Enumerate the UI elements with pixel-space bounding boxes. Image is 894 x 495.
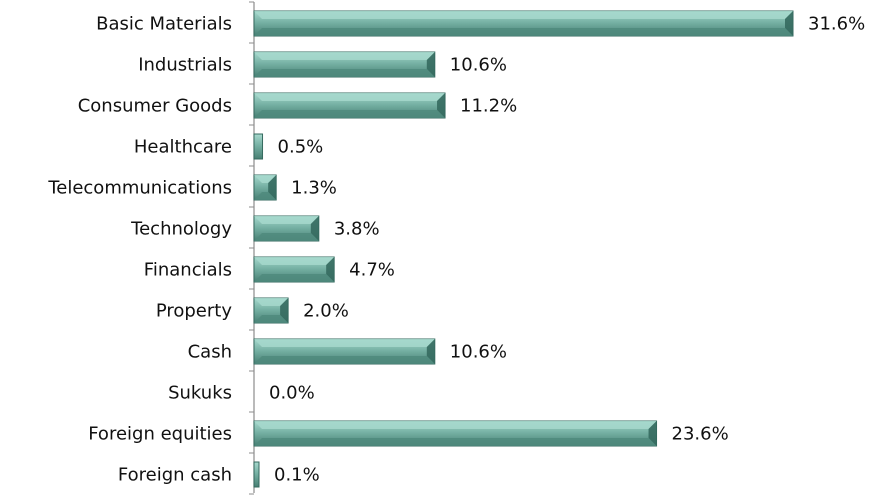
labels-layer: Basic Materials 31.6% Industrials 10.6% Cons… [47, 14, 865, 486]
category-label-telecommunications: Telecommunications [47, 178, 232, 199]
category-label-cash: Cash [188, 342, 232, 363]
category-label-financials: Financials [144, 260, 232, 281]
bar-foreign-equities [254, 421, 657, 446]
value-label-consumer-goods: 11.2% [460, 96, 517, 117]
bar-top-bevel-financials [254, 257, 334, 265]
bar-bottom-bevel-foreign-equities [254, 438, 657, 446]
value-label-foreign-equities: 23.6% [672, 424, 729, 445]
bar-body-foreign-cash [254, 462, 259, 487]
value-label-healthcare: 0.5% [278, 137, 324, 158]
category-label-sukuks: Sukuks [168, 383, 232, 404]
bar-top-bevel-basic-materials [254, 11, 793, 19]
value-label-sukuks: 0.0% [269, 383, 315, 404]
category-label-foreign-cash: Foreign cash [118, 465, 232, 486]
bar-top-bevel-consumer-goods [254, 93, 445, 101]
bar-bottom-bevel-industrials [254, 69, 435, 77]
bar-healthcare [254, 134, 263, 159]
bar-bottom-bevel-technology [254, 233, 319, 241]
bar-top-bevel-industrials [254, 52, 435, 60]
value-label-basic-materials: 31.6% [808, 14, 865, 35]
value-label-property: 2.0% [303, 301, 349, 322]
bar-foreign-cash [254, 462, 259, 487]
value-label-industrials: 10.6% [450, 55, 507, 76]
value-label-telecommunications: 1.3% [291, 178, 337, 199]
bar-bottom-bevel-cash [254, 356, 435, 364]
category-label-basic-materials: Basic Materials [96, 14, 232, 35]
bar-technology [254, 216, 319, 241]
category-label-foreign-equities: Foreign equities [88, 424, 232, 445]
bar-consumer-goods [254, 93, 445, 118]
bar-telecommunications [254, 175, 276, 200]
value-label-cash: 10.6% [450, 342, 507, 363]
category-label-industrials: Industrials [138, 55, 232, 76]
value-label-technology: 3.8% [334, 219, 380, 240]
value-label-foreign-cash: 0.1% [274, 465, 320, 486]
bar-body-healthcare [254, 134, 263, 159]
bar-bottom-bevel-consumer-goods [254, 110, 445, 118]
bar-basic-materials [254, 11, 793, 36]
bars-layer [249, 2, 793, 494]
category-label-healthcare: Healthcare [134, 137, 232, 158]
bar-top-bevel-cash [254, 339, 435, 347]
category-label-technology: Technology [130, 219, 232, 240]
bar-property [254, 298, 288, 323]
bar-financials [254, 257, 334, 282]
bar-industrials [254, 52, 435, 77]
category-label-consumer-goods: Consumer Goods [78, 96, 232, 117]
bar-cash [254, 339, 435, 364]
category-label-property: Property [156, 301, 233, 322]
value-label-financials: 4.7% [349, 260, 395, 281]
bar-top-bevel-technology [254, 216, 319, 224]
bar-bottom-bevel-basic-materials [254, 28, 793, 36]
bar-bottom-bevel-financials [254, 274, 334, 282]
bar-top-bevel-foreign-equities [254, 421, 657, 429]
